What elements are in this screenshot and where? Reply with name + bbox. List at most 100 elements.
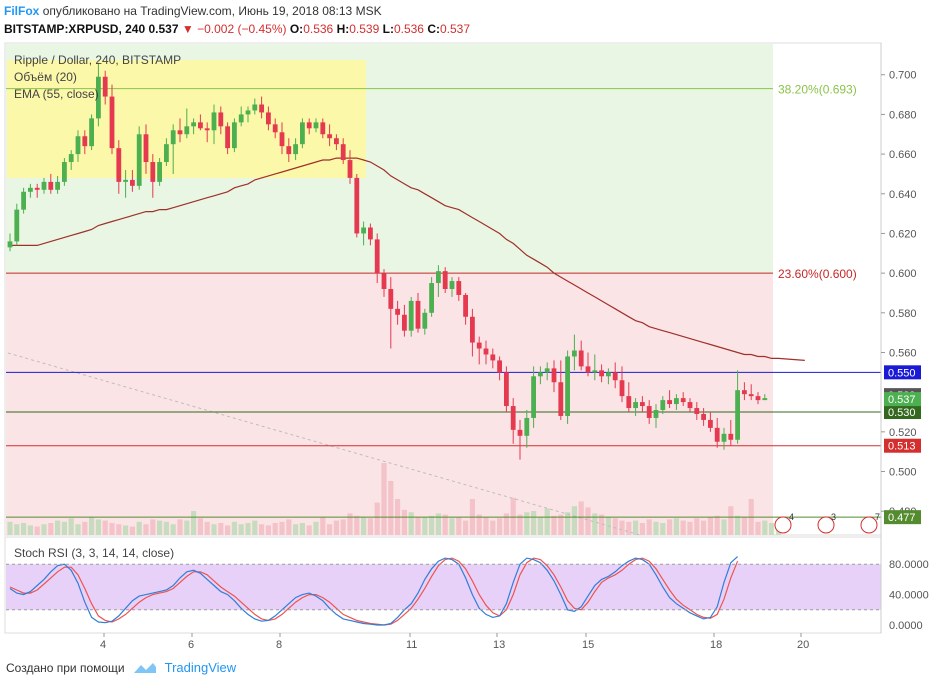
candle-body[interactable]	[198, 122, 203, 129]
candle-body[interactable]	[218, 112, 224, 127]
candle-body[interactable]	[524, 417, 530, 436]
candle-body[interactable]	[531, 376, 536, 418]
candle-body[interactable]	[674, 398, 679, 405]
candle-body[interactable]	[130, 179, 135, 186]
candle-body[interactable]	[490, 354, 496, 361]
candle-body[interactable]	[75, 136, 81, 155]
candle-body[interactable]	[252, 104, 258, 111]
author-name[interactable]: FilFox	[4, 4, 40, 18]
candle-body[interactable]	[415, 300, 421, 329]
candle-body[interactable]	[89, 118, 94, 147]
candle-body[interactable]	[381, 273, 387, 289]
candle-body[interactable]	[660, 400, 666, 411]
candle-body[interactable]	[245, 110, 251, 115]
price-axis[interactable]: 0.700 0.680 0.660 0.640 0.620 0.600 0.580 0.560…	[880, 43, 917, 633]
candle-body[interactable]	[680, 398, 686, 403]
candle-body[interactable]	[28, 187, 33, 192]
candle-body[interactable]	[470, 316, 475, 343]
candle-body[interactable]	[402, 314, 407, 331]
candle-body[interactable]	[483, 348, 489, 355]
candle-body[interactable]	[14, 209, 20, 242]
candle-body[interactable]	[238, 114, 244, 123]
candle-body[interactable]	[687, 402, 693, 409]
candle-body[interactable]	[164, 144, 169, 163]
candle-body[interactable]	[204, 128, 210, 131]
candle-body[interactable]	[232, 122, 237, 149]
candle-body[interactable]	[123, 179, 128, 182]
candle-body[interactable]	[633, 402, 638, 409]
candle-body[interactable]	[619, 380, 625, 397]
candle-body[interactable]	[640, 402, 645, 407]
candle-body[interactable]	[259, 104, 264, 113]
candle-body[interactable]	[436, 271, 441, 284]
candle-body[interactable]	[286, 146, 292, 155]
candle-body[interactable]	[300, 122, 305, 145]
candle-body[interactable]	[395, 308, 400, 315]
candle-body[interactable]	[551, 368, 557, 383]
candle-body[interactable]	[361, 227, 366, 234]
candle-body[interactable]	[320, 122, 326, 135]
candle-body[interactable]	[748, 394, 754, 397]
candle-body[interactable]	[266, 112, 271, 125]
flag-us-icon[interactable]	[860, 516, 878, 534]
candle-body[interactable]	[191, 122, 196, 127]
candle-body[interactable]	[272, 124, 278, 133]
candle-body[interactable]	[429, 283, 434, 313]
event-flags[interactable]: 4 3 7	[774, 512, 880, 534]
candle-body[interactable]	[578, 350, 584, 367]
candle-body[interactable]	[340, 144, 346, 161]
candle-body[interactable]	[714, 427, 720, 442]
tradingview-logo-icon[interactable]	[133, 661, 157, 675]
candle-body[interactable]	[55, 181, 60, 190]
candle-body[interactable]	[306, 122, 312, 129]
candle-body[interactable]	[694, 408, 700, 414]
candle-body[interactable]	[96, 76, 101, 119]
candle-body[interactable]	[497, 360, 502, 373]
candle-body[interactable]	[735, 390, 740, 440]
flag-us-icon[interactable]	[817, 516, 835, 534]
candle-body[interactable]	[592, 370, 598, 373]
candle-body[interactable]	[558, 382, 564, 416]
candle-body[interactable]	[544, 368, 550, 373]
candle-body[interactable]	[102, 76, 108, 97]
candle-body[interactable]	[442, 271, 448, 289]
candle-body[interactable]	[422, 312, 428, 329]
candle-body[interactable]	[708, 419, 713, 428]
candle-body[interactable]	[606, 372, 611, 377]
candle-body[interactable]	[279, 132, 285, 147]
candle-body[interactable]	[612, 372, 618, 381]
flag-us-icon[interactable]	[774, 516, 792, 534]
candle-body[interactable]	[476, 342, 482, 349]
candle-body[interactable]	[170, 130, 176, 145]
candle-body[interactable]	[538, 372, 543, 377]
candle-body[interactable]	[313, 122, 319, 129]
candle-body[interactable]	[653, 410, 659, 418]
candle-body[interactable]	[48, 181, 54, 190]
time-axis[interactable]: 4 6 8 11 13 15 18 20	[100, 633, 809, 651]
candle-body[interactable]	[68, 154, 74, 163]
candle-body[interactable]	[34, 187, 40, 190]
candle-body[interactable]	[599, 370, 604, 377]
candle-body[interactable]	[347, 160, 353, 178]
candle-body[interactable]	[21, 191, 26, 210]
candle-body[interactable]	[728, 433, 734, 440]
candle-body[interactable]	[572, 350, 577, 357]
candle-body[interactable]	[7, 241, 13, 248]
candle-body[interactable]	[354, 177, 360, 234]
candle-body[interactable]	[177, 130, 183, 135]
candle-body[interactable]	[408, 300, 414, 331]
candle-body[interactable]	[463, 294, 468, 317]
candle-body[interactable]	[565, 356, 570, 416]
candle-body[interactable]	[293, 144, 298, 155]
candle-body[interactable]	[388, 289, 394, 309]
candle-body[interactable]	[334, 138, 339, 145]
candle-body[interactable]	[585, 366, 591, 373]
candle-body[interactable]	[327, 134, 332, 139]
candle-body[interactable]	[62, 162, 67, 182]
candle-body[interactable]	[368, 227, 373, 240]
candle-body[interactable]	[646, 406, 652, 418]
candle-body[interactable]	[667, 400, 672, 405]
candle-body[interactable]	[109, 96, 115, 149]
candle-body[interactable]	[762, 398, 768, 401]
candle-body[interactable]	[721, 433, 727, 442]
